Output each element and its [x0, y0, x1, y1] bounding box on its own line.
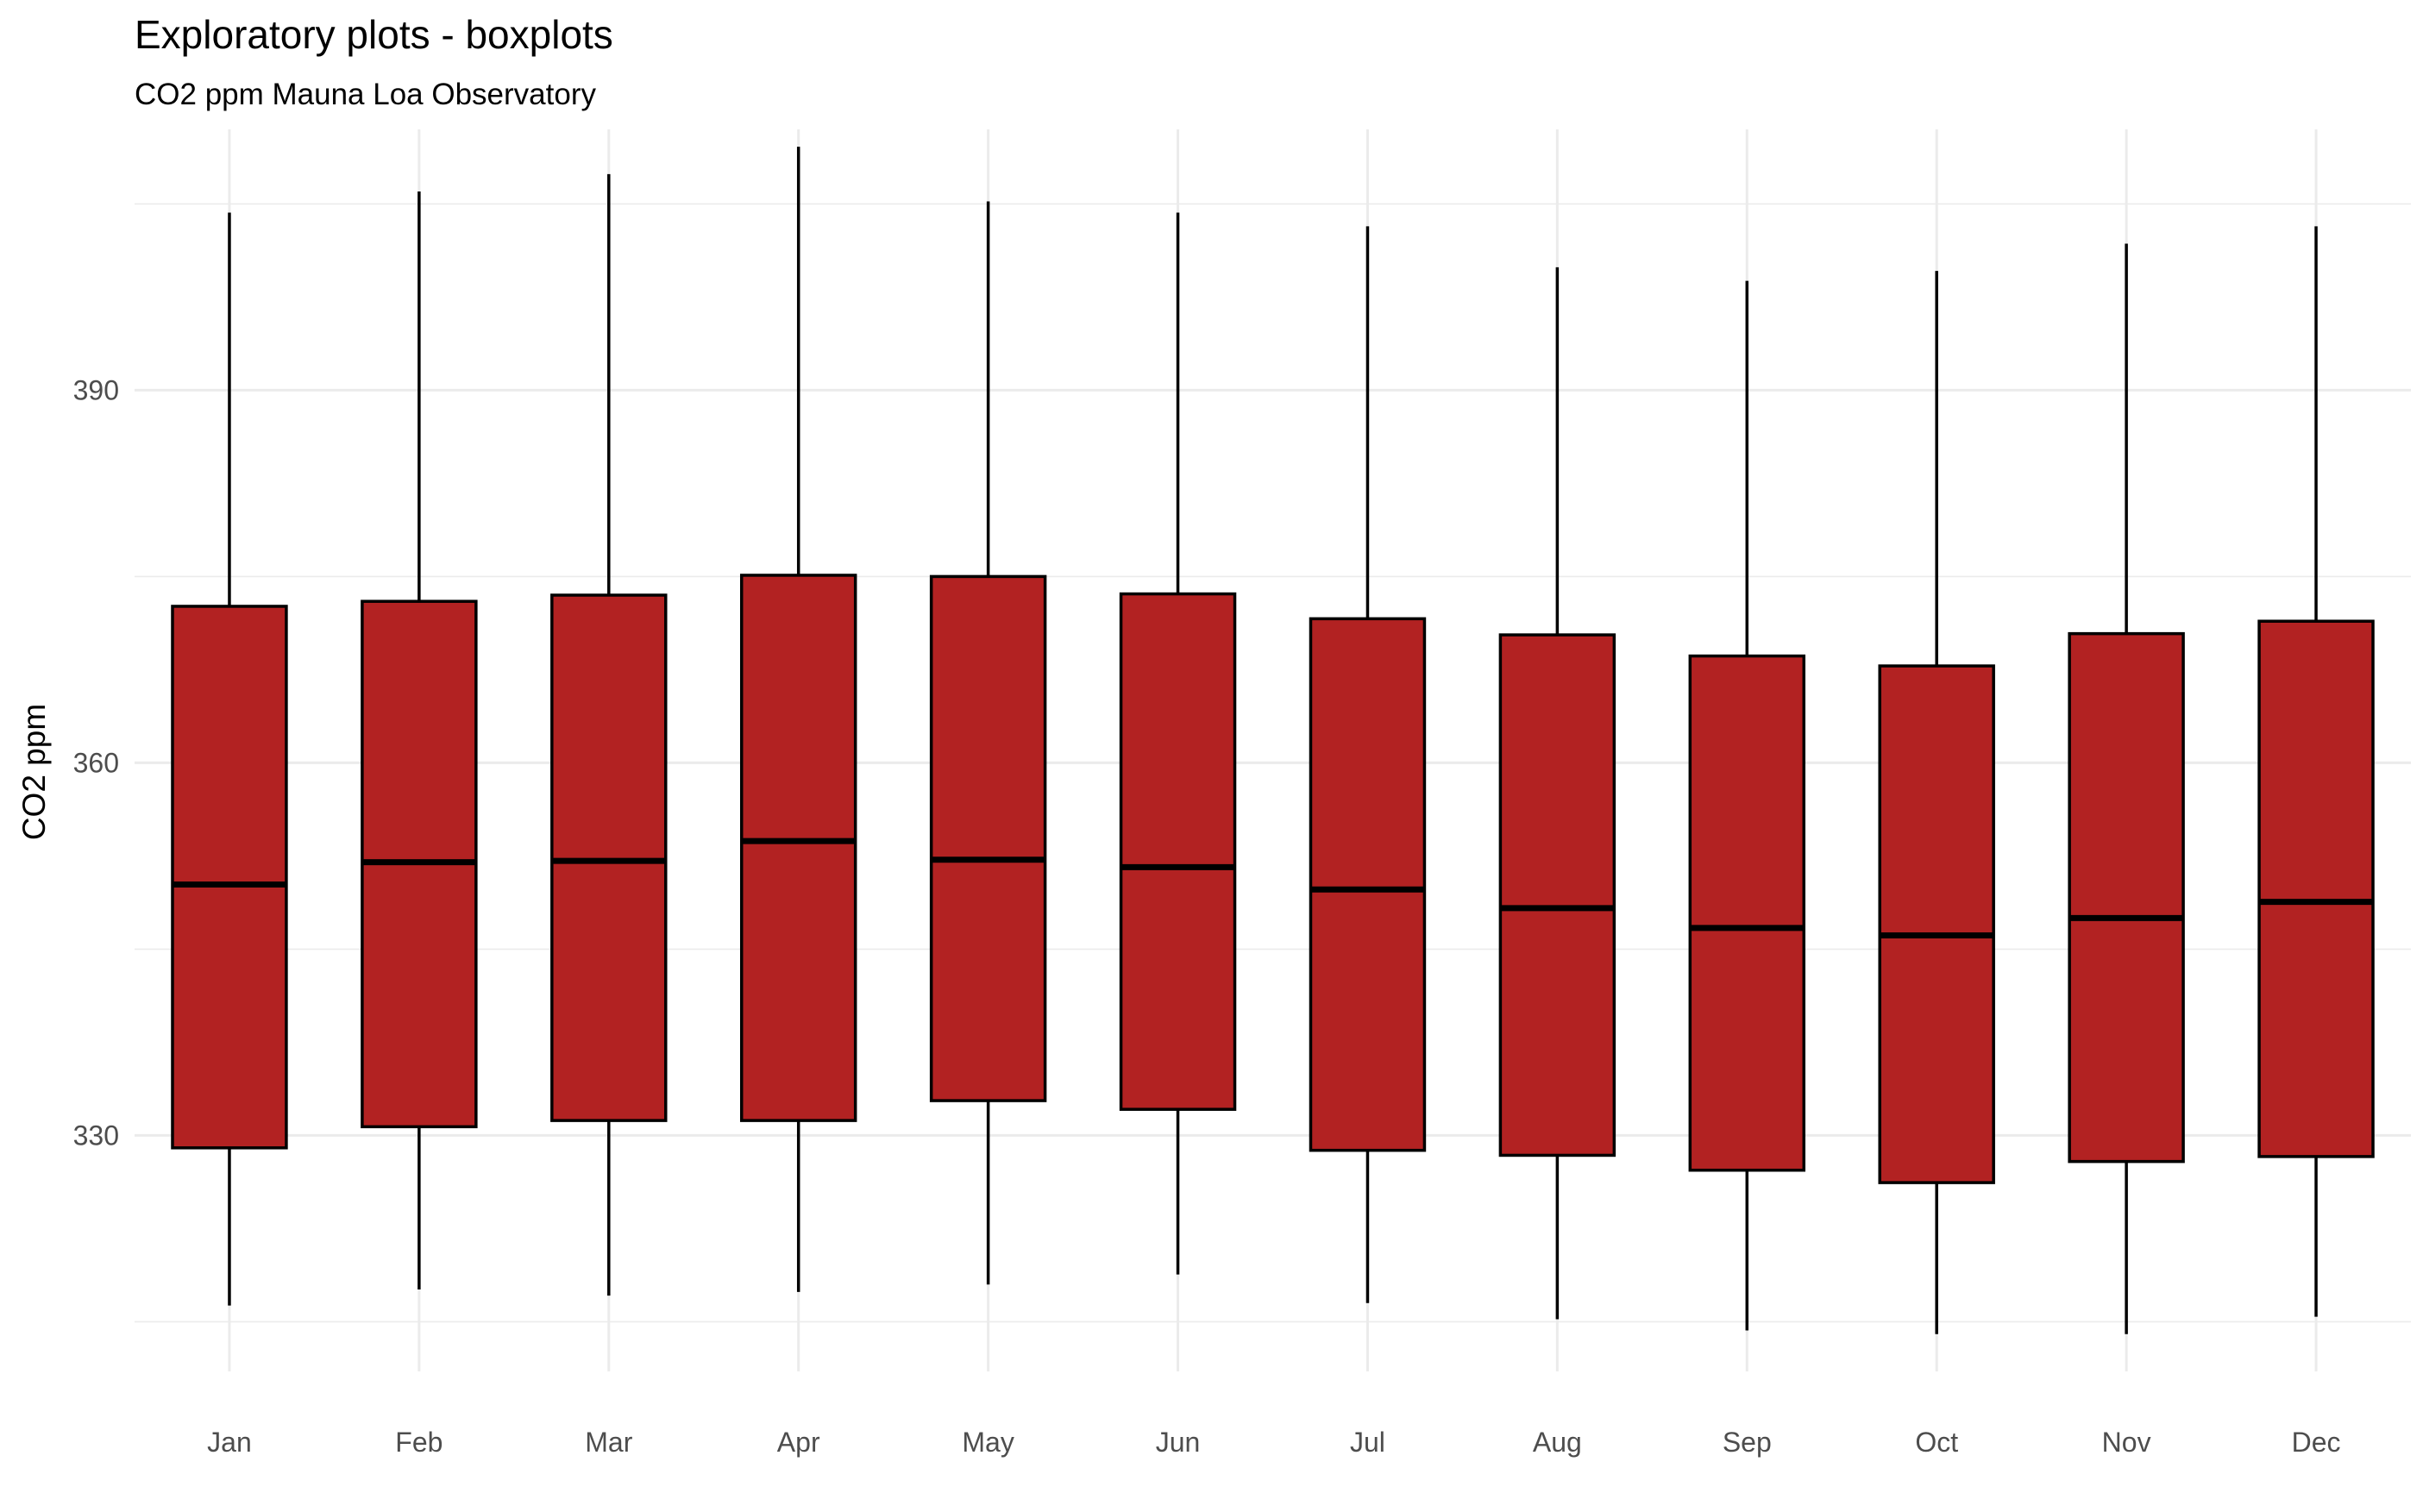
x-tick-label: Aug	[1533, 1427, 1582, 1458]
x-tick-label: Nov	[2102, 1427, 2151, 1458]
x-tick-label: May	[962, 1427, 1014, 1458]
box-mar	[550, 173, 668, 1296]
box-iqr	[1309, 617, 1427, 1152]
chart-title: Exploratory plots - boxplots	[135, 12, 613, 57]
x-tick-label: Mar	[585, 1427, 632, 1458]
box-apr	[739, 147, 857, 1292]
x-tick-label: Jul	[1350, 1427, 1385, 1458]
box-feb	[361, 191, 478, 1289]
box-iqr	[2257, 619, 2375, 1158]
x-tick-label: Feb	[395, 1427, 443, 1458]
x-tick-label: Apr	[777, 1427, 820, 1458]
x-tick-label: Jun	[1156, 1427, 1201, 1458]
box-aug	[1498, 267, 1616, 1320]
box-iqr	[1119, 592, 1237, 1111]
box-iqr	[171, 605, 288, 1150]
box-nov	[2068, 243, 2185, 1334]
box-sep	[1688, 280, 1806, 1331]
y-tick-label: 390	[73, 374, 119, 405]
box-iqr	[1498, 633, 1616, 1158]
box-may	[929, 201, 1047, 1285]
y-tick-labels: 330 360 390	[73, 374, 119, 1151]
box-iqr	[929, 574, 1047, 1102]
x-tick-labels: Jan Feb Mar Apr May Jun Jul Aug Sep Oct Nov Dec	[207, 1427, 2340, 1458]
box-jan	[171, 212, 288, 1306]
box-iqr	[1688, 654, 1806, 1172]
box-jun	[1119, 212, 1237, 1275]
y-axis-title: CO2 ppm	[16, 704, 52, 840]
y-tick-label: 360	[73, 747, 119, 778]
x-tick-label: Sep	[1723, 1427, 1772, 1458]
box-iqr	[1878, 664, 1995, 1184]
box-jul	[1309, 226, 1427, 1303]
box-iqr	[550, 593, 668, 1122]
box-oct	[1878, 271, 1995, 1334]
x-tick-label: Dec	[2292, 1427, 2341, 1458]
box-dec	[2257, 226, 2375, 1317]
y-tick-label: 330	[73, 1120, 119, 1151]
box-iqr	[739, 574, 857, 1122]
x-tick-label: Oct	[1915, 1427, 1958, 1458]
box-series	[171, 147, 2375, 1334]
chart-subtitle: CO2 ppm Mauna Loa Observatory	[135, 78, 596, 111]
box-iqr	[2068, 631, 2185, 1164]
x-tick-label: Jan	[207, 1427, 252, 1458]
